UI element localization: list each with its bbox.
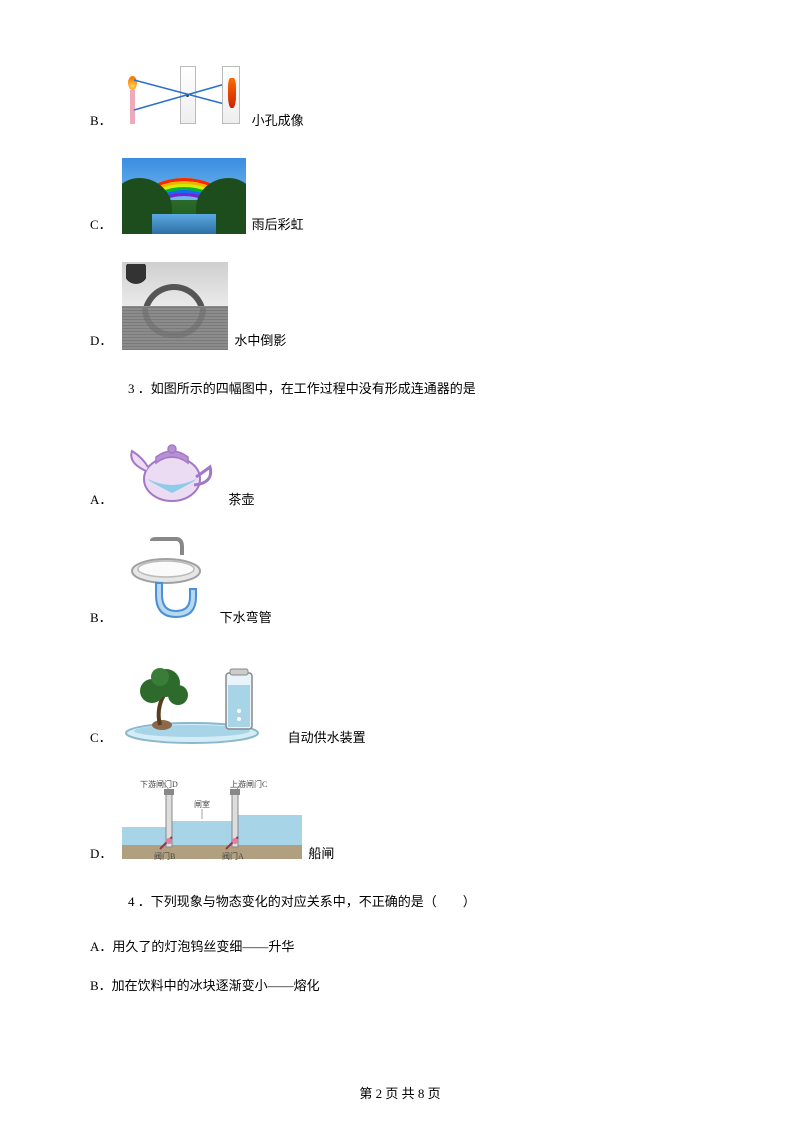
question-text: 如图所示的四幅图中，在工作过程中没有形成连通器的是 (151, 381, 476, 396)
option-label: 小孔成像 (252, 113, 304, 130)
option-letter: D． (90, 846, 112, 863)
q4-option-b: B．加在饮料中的冰块逐渐变小——熔化 (90, 975, 710, 994)
question-4: 4 ．下列现象与物态变化的对应关系中，不正确的是（ ） (128, 891, 710, 910)
option-letter: D． (90, 333, 112, 350)
lock-label-d: 下游闸门D (140, 779, 178, 789)
q3-option-c: C． 自动供水装置 (90, 655, 710, 747)
q2-option-b: B． 小孔成像 (90, 60, 710, 130)
q3-option-a: A． 茶壶 (90, 423, 710, 509)
question-text: 下列现象与物态变化的对应关系中，不正确的是（ ） (151, 894, 476, 909)
option-label: 雨后彩虹 (252, 217, 304, 234)
teapot-diagram (122, 423, 222, 509)
lock-label-c: 上游闸门C (230, 779, 267, 789)
q4-option-a: A．用久了的灯泡钨丝变细——升华 (90, 936, 710, 955)
option-label: 下水弯管 (220, 610, 272, 627)
lock-label-chamber: 闸室 (194, 799, 210, 809)
q2-option-c: C． 雨后彩虹 (90, 158, 710, 234)
option-label: 船闸 (308, 846, 334, 863)
question-number: 3 ． (128, 381, 151, 396)
option-label: 自动供水装置 (288, 730, 366, 747)
q3-option-d: D． 下游闸门D 上游闸门C 闸室 阀门B 阀门A 船闸 (90, 775, 710, 863)
rainbow-image (122, 158, 246, 234)
option-label: 水中倒影 (234, 333, 286, 350)
reflection-image (122, 262, 228, 350)
lock-label-b: 阀门B (154, 851, 175, 861)
option-letter: B． (90, 113, 112, 130)
question-3: 3 ．如图所示的四幅图中，在工作过程中没有形成连通器的是 (128, 378, 710, 397)
ship-lock-diagram: 下游闸门D 上游闸门C 闸室 阀门B 阀门A (122, 775, 302, 863)
sink-diagram (122, 537, 214, 627)
q2-option-d: D． 水中倒影 (90, 262, 710, 350)
question-number: 4 ． (128, 894, 151, 909)
auto-water-diagram (122, 655, 282, 747)
option-letter: C． (90, 217, 112, 234)
page-footer: 第 2 页 共 8 页 (0, 1083, 800, 1102)
option-letter: C． (90, 730, 112, 747)
pinhole-image-diagram (122, 60, 246, 130)
option-letter: A． (90, 492, 112, 509)
lock-label-a: 阀门A (222, 851, 244, 861)
q3-option-b: B． 下水弯管 (90, 537, 710, 627)
option-letter: B． (90, 610, 112, 627)
option-label: 茶壶 (228, 492, 254, 509)
